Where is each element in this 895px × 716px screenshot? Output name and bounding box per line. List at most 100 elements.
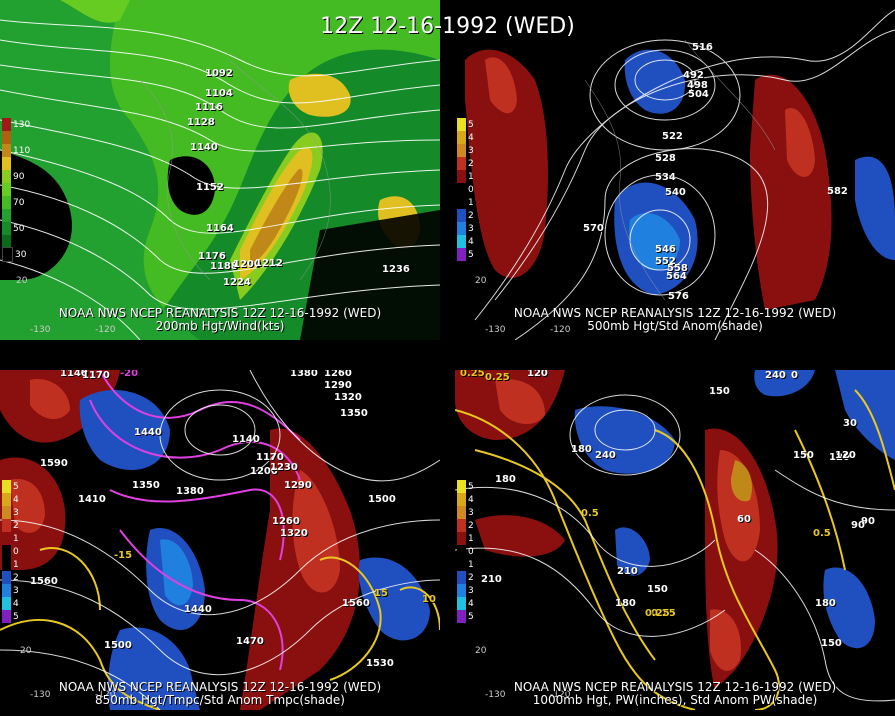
contour-label: 1200 [233, 259, 261, 270]
grid-label: 20 [20, 646, 32, 656]
contour-label: 1290 [284, 480, 312, 491]
panel-1000mb-hgt-pw: 5 4 3 2 1 0 1 2 3 4 5 0.25 0.25 120 150 … [455, 370, 895, 710]
contour-label: 1170 [256, 452, 284, 463]
contour-label: 1440 [184, 604, 212, 615]
grid-label: -120 [95, 325, 116, 335]
legend-label: 2 [13, 520, 19, 531]
legend-label: 70 [13, 197, 25, 208]
contour-label: 0.25 [460, 370, 485, 379]
contour-label: 210 [481, 574, 502, 585]
caption-source: NOAA NWS NCEP REANALYSIS 12Z 12-16-1992 … [58, 306, 382, 320]
legend-label: 50 [13, 223, 25, 234]
contour-label: 1470 [236, 636, 264, 647]
contour-label: 1140 [190, 142, 218, 153]
contour-label: 90 [861, 516, 875, 527]
contour-label: 522 [662, 131, 683, 142]
legend-label: 1 [13, 533, 19, 544]
contour-label: 120 [829, 452, 850, 463]
legend-label: 5 [468, 249, 474, 260]
contour-label: 0.5 [813, 528, 831, 539]
contour-label: 1260 [324, 370, 352, 379]
legend-200mb: 130 110 90 70 50 30 [2, 118, 31, 262]
grid-label: -130 [485, 325, 506, 335]
contour-label: 1188 [210, 261, 238, 272]
caption-source: NOAA NWS NCEP REANALYSIS 12Z 12-16-1992 … [513, 306, 837, 320]
legend-label: 3 [468, 145, 474, 156]
grid-label: -120 [550, 325, 571, 335]
legend-label: 5 [468, 481, 474, 492]
contour-label: 540 [665, 187, 686, 198]
contour-label: 1230 [270, 462, 298, 473]
contour-label: 1260 [272, 516, 300, 527]
contour-label: 0.25 [645, 608, 670, 619]
legend-label: 4 [13, 494, 19, 505]
caption-field: 500mb Hgt/Std Anom(shade) [587, 319, 763, 333]
grid-label: -130 [30, 690, 51, 700]
map-850mb [0, 370, 440, 710]
legend-label: 5 [468, 119, 474, 130]
contour-label: 60 [737, 514, 751, 525]
legend-label: 4 [468, 132, 474, 143]
contour-label: 1350 [340, 408, 368, 419]
contour-label: 1140 [232, 434, 260, 445]
panel-200mb-hgt-wind: 130 110 90 70 50 30 1092 1104 1116 1128 … [0, 0, 440, 340]
contour-label: 240 [595, 450, 616, 461]
map-200mb [0, 0, 440, 340]
legend-label: 1 [13, 559, 19, 570]
contour-label: 1290 [324, 380, 352, 391]
contour-label: 1560 [342, 598, 370, 609]
panel-850mb-hgt-tmpc: 5 4 3 2 1 0 1 2 3 4 5 1140 1170 1440 138… [0, 370, 440, 710]
legend-label: 30 [15, 249, 27, 260]
contour-label: 564 [666, 271, 687, 282]
contour-label: 1440 [134, 427, 162, 438]
legend-label: 4 [468, 598, 474, 609]
contour-label: 1590 [40, 458, 68, 469]
legend-label: 90 [13, 171, 25, 182]
contour-label: 546 [655, 244, 676, 255]
panel-500mb-hgt-anom: 5 4 3 2 1 0 1 2 3 4 5 492 498 504 516 52… [455, 0, 895, 340]
contour-label: 492 [683, 70, 704, 81]
contour-label: 1410 [78, 494, 106, 505]
contour-label: 1116 [195, 102, 223, 113]
legend-label: 1 [468, 171, 474, 182]
legend-label: 3 [468, 585, 474, 596]
legend-label: 3 [468, 507, 474, 518]
grid-label: -130 [30, 325, 51, 335]
caption-source: NOAA NWS NCEP REANALYSIS 12Z 12-16-1992 … [513, 680, 837, 694]
legend-label: 130 [13, 119, 31, 130]
contour-label: 1212 [255, 258, 283, 269]
contour-label: 576 [668, 291, 689, 302]
contour-label: 1104 [205, 88, 233, 99]
contour-label: 90 [851, 520, 865, 531]
contour-label: 1380 [290, 370, 318, 379]
contour-label: 1236 [382, 264, 410, 275]
contour-label: -20 [120, 370, 139, 379]
contour-label: 1560 [30, 576, 58, 587]
legend-500mb: 5 4 3 2 1 0 1 2 3 4 5 [457, 118, 474, 261]
legend-label: 1 [468, 559, 474, 570]
legend-label: 1 [468, 533, 474, 544]
contour-label: 180 [815, 598, 836, 609]
legend-label: 4 [468, 494, 474, 505]
legend-850mb: 5 4 3 2 1 0 1 2 3 4 5 [2, 480, 19, 623]
grid-label: 20 [16, 276, 28, 286]
grid-label: -120 [95, 690, 116, 700]
legend-label: 5 [13, 611, 19, 622]
map-1000mb [455, 370, 895, 710]
legend-label: 0 [13, 546, 19, 557]
caption-field: 200mb Hgt/Wind(kts) [155, 319, 285, 333]
contour-label: 1320 [334, 392, 362, 403]
contour-label: 10 [422, 594, 436, 605]
contour-label: 582 [827, 186, 848, 197]
contour-label: 120 [835, 450, 856, 461]
legend-label: 5 [468, 611, 474, 622]
contour-label: 1170 [82, 370, 110, 381]
contour-label: -15 [114, 550, 133, 561]
contour-label: 1176 [198, 251, 226, 262]
contour-label: 180 [495, 474, 516, 485]
contour-label: 15 [374, 588, 388, 599]
legend-label: 5 [13, 481, 19, 492]
contour-label: 180 [615, 598, 636, 609]
legend-label: 4 [468, 236, 474, 247]
contour-label: 150 [647, 584, 668, 595]
